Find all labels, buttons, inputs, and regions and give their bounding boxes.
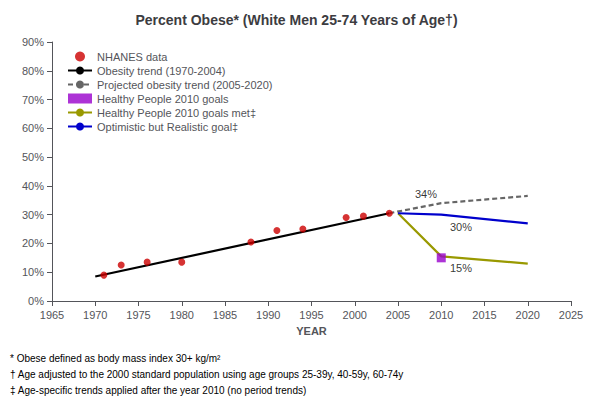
svg-text:Optimistic but Realistic goal‡: Optimistic but Realistic goal‡: [97, 121, 238, 133]
svg-text:60%: 60%: [22, 122, 44, 134]
svg-text:Healthy People 2010 goals: Healthy People 2010 goals: [97, 93, 229, 105]
svg-text:70%: 70%: [22, 94, 44, 106]
svg-text:2000: 2000: [343, 309, 367, 321]
svg-text:* Obese defined as body mass i: * Obese defined as body mass index 30+ k…: [10, 353, 221, 364]
svg-text:10%: 10%: [22, 266, 44, 278]
svg-text:30%: 30%: [22, 209, 44, 221]
svg-text:YEAR: YEAR: [296, 325, 327, 337]
svg-text:2015: 2015: [472, 309, 496, 321]
svg-text:1995: 1995: [299, 309, 323, 321]
svg-text:2010: 2010: [429, 309, 453, 321]
svg-text:1990: 1990: [256, 309, 280, 321]
svg-text:2020: 2020: [516, 309, 540, 321]
svg-text:0%: 0%: [28, 295, 44, 307]
svg-text:1965: 1965: [40, 309, 64, 321]
svg-text:1985: 1985: [213, 309, 237, 321]
svg-text:1975: 1975: [126, 309, 150, 321]
svg-text:1970: 1970: [83, 309, 107, 321]
svg-text:1980: 1980: [170, 309, 194, 321]
svg-text:2025: 2025: [559, 309, 583, 321]
svg-text:Healthy People 2010 goals met‡: Healthy People 2010 goals met‡: [97, 107, 256, 119]
svg-text:90%: 90%: [22, 36, 44, 48]
svg-text:‡ Age-specific trends applied: ‡ Age-specific trends applied after the …: [10, 385, 306, 396]
svg-text:20%: 20%: [22, 237, 44, 249]
svg-text:† Age adjusted to the 2000 sta: † Age adjusted to the 2000 standard popu…: [10, 369, 403, 380]
svg-text:Projected obesity trend (2005-: Projected obesity trend (2005-2020): [97, 79, 273, 91]
svg-text:80%: 80%: [22, 65, 44, 77]
svg-text:Obesity trend (1970-2004): Obesity trend (1970-2004): [97, 65, 225, 77]
svg-text:40%: 40%: [22, 180, 44, 192]
svg-text:15%: 15%: [450, 262, 472, 274]
svg-text:34%: 34%: [415, 188, 437, 200]
svg-text:50%: 50%: [22, 151, 44, 163]
svg-text:NHANES data: NHANES data: [97, 51, 168, 63]
svg-text:Percent Obese* (White Men 25-7: Percent Obese* (White Men 25-74 Years of…: [135, 12, 457, 28]
svg-text:30%: 30%: [450, 221, 472, 233]
svg-text:2005: 2005: [386, 309, 410, 321]
